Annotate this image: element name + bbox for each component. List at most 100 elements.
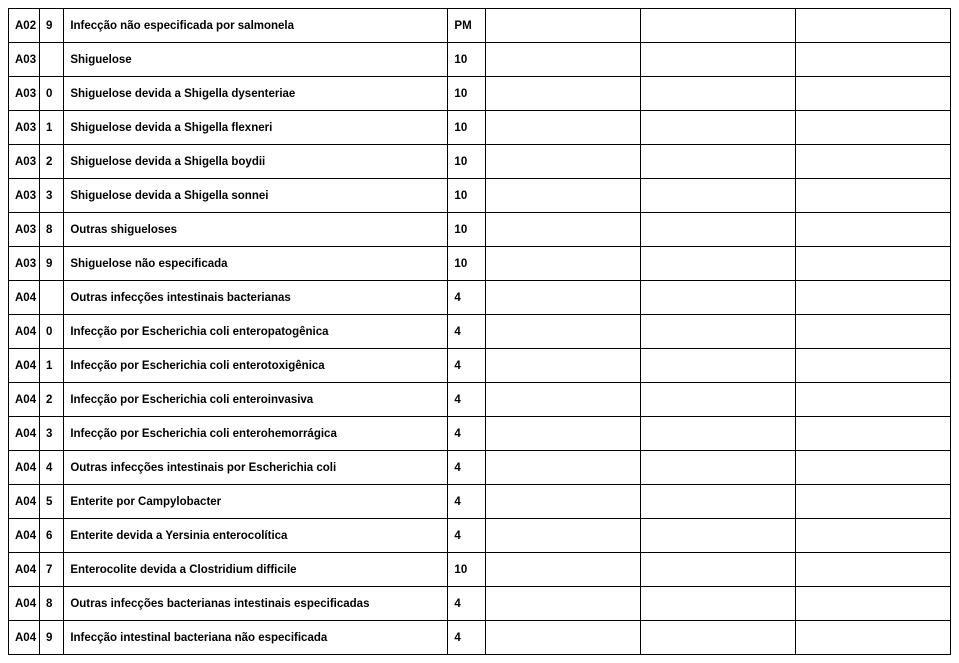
- cell-e2: [641, 281, 796, 315]
- cell-e3: [795, 451, 950, 485]
- cell-e3: [795, 77, 950, 111]
- table-row: A029Infecção não especificada por salmon…: [9, 9, 951, 43]
- table-row: A045Enterite por Campylobacter4: [9, 485, 951, 519]
- cell-desc: Shiguelose devida a Shigella dysenteriae: [64, 77, 448, 111]
- cell-e1: [486, 349, 641, 383]
- cell-e3: [795, 383, 950, 417]
- cell-sub: 3: [39, 179, 63, 213]
- cell-desc: Shiguelose devida a Shigella boydii: [64, 145, 448, 179]
- cell-code: A03: [9, 247, 40, 281]
- cell-val: 4: [448, 451, 486, 485]
- cell-val: 4: [448, 621, 486, 655]
- cell-sub: 4: [39, 451, 63, 485]
- cell-code: A03: [9, 77, 40, 111]
- cell-e2: [641, 77, 796, 111]
- cell-code: A04: [9, 485, 40, 519]
- cell-val: 4: [448, 281, 486, 315]
- cell-desc: Enterite por Campylobacter: [64, 485, 448, 519]
- cell-e2: [641, 485, 796, 519]
- cell-e2: [641, 9, 796, 43]
- cell-sub: 0: [39, 77, 63, 111]
- cell-e2: [641, 417, 796, 451]
- cell-desc: Outras infecções intestinais por Escheri…: [64, 451, 448, 485]
- cell-e2: [641, 349, 796, 383]
- cell-code: A04: [9, 519, 40, 553]
- cell-e1: [486, 315, 641, 349]
- cell-e1: [486, 145, 641, 179]
- cell-e3: [795, 553, 950, 587]
- cell-val: 10: [448, 179, 486, 213]
- cell-code: A04: [9, 417, 40, 451]
- table-row: A046Enterite devida a Yersinia enterocol…: [9, 519, 951, 553]
- cell-code: A03: [9, 213, 40, 247]
- cell-e1: [486, 281, 641, 315]
- cell-val: PM: [448, 9, 486, 43]
- cell-val: 10: [448, 111, 486, 145]
- cell-code: A04: [9, 587, 40, 621]
- cell-e1: [486, 485, 641, 519]
- cell-e2: [641, 519, 796, 553]
- cell-desc: Infecção não especificada por salmonela: [64, 9, 448, 43]
- cell-code: A04: [9, 349, 40, 383]
- cell-sub: 6: [39, 519, 63, 553]
- cell-code: A04: [9, 621, 40, 655]
- cell-e2: [641, 553, 796, 587]
- table-row: A041Infecção por Escherichia coli entero…: [9, 349, 951, 383]
- cell-code: A03: [9, 179, 40, 213]
- cell-sub: 1: [39, 111, 63, 145]
- table-row: A042Infecção por Escherichia coli entero…: [9, 383, 951, 417]
- cell-e3: [795, 213, 950, 247]
- cell-sub: 2: [39, 383, 63, 417]
- cell-e3: [795, 145, 950, 179]
- cell-e3: [795, 519, 950, 553]
- cell-e3: [795, 315, 950, 349]
- cell-sub: 5: [39, 485, 63, 519]
- cell-e2: [641, 383, 796, 417]
- cell-desc: Infecção por Escherichia coli enterohemo…: [64, 417, 448, 451]
- cell-e3: [795, 43, 950, 77]
- cell-e1: [486, 553, 641, 587]
- cell-val: 4: [448, 383, 486, 417]
- table-row: A043Infecção por Escherichia coli entero…: [9, 417, 951, 451]
- table-row: A047Enterocolite devida a Clostridium di…: [9, 553, 951, 587]
- cell-e3: [795, 349, 950, 383]
- cell-sub: [39, 281, 63, 315]
- cell-e1: [486, 383, 641, 417]
- table-row: A030Shiguelose devida a Shigella dysente…: [9, 77, 951, 111]
- cell-sub: 8: [39, 587, 63, 621]
- cell-e2: [641, 111, 796, 145]
- cell-val: 10: [448, 77, 486, 111]
- table-body: A029Infecção não especificada por salmon…: [9, 9, 951, 655]
- cell-code: A04: [9, 553, 40, 587]
- cell-desc: Outras infecções intestinais bacterianas: [64, 281, 448, 315]
- cell-sub: 8: [39, 213, 63, 247]
- table-row: A04Outras infecções intestinais bacteria…: [9, 281, 951, 315]
- cell-code: A04: [9, 383, 40, 417]
- cell-e3: [795, 111, 950, 145]
- cell-desc: Infecção por Escherichia coli enterotoxi…: [64, 349, 448, 383]
- cell-e3: [795, 621, 950, 655]
- table-row: A031Shiguelose devida a Shigella flexner…: [9, 111, 951, 145]
- cell-e3: [795, 417, 950, 451]
- cell-val: 10: [448, 213, 486, 247]
- cell-e1: [486, 77, 641, 111]
- cell-e3: [795, 281, 950, 315]
- cell-code: A02: [9, 9, 40, 43]
- cell-val: 4: [448, 485, 486, 519]
- cell-desc: Enterocolite devida a Clostridium diffic…: [64, 553, 448, 587]
- cell-val: 10: [448, 145, 486, 179]
- cell-e3: [795, 587, 950, 621]
- cell-e1: [486, 179, 641, 213]
- cell-desc: Infecção por Escherichia coli enteroinva…: [64, 383, 448, 417]
- cell-sub: 0: [39, 315, 63, 349]
- cell-e2: [641, 145, 796, 179]
- cell-sub: 3: [39, 417, 63, 451]
- cell-sub: 1: [39, 349, 63, 383]
- table-row: A039Shiguelose não especificada10: [9, 247, 951, 281]
- cell-code: A03: [9, 43, 40, 77]
- cell-e2: [641, 621, 796, 655]
- cell-e1: [486, 417, 641, 451]
- table-row: A032Shiguelose devida a Shigella boydii1…: [9, 145, 951, 179]
- cell-desc: Shiguelose não especificada: [64, 247, 448, 281]
- cell-sub: [39, 43, 63, 77]
